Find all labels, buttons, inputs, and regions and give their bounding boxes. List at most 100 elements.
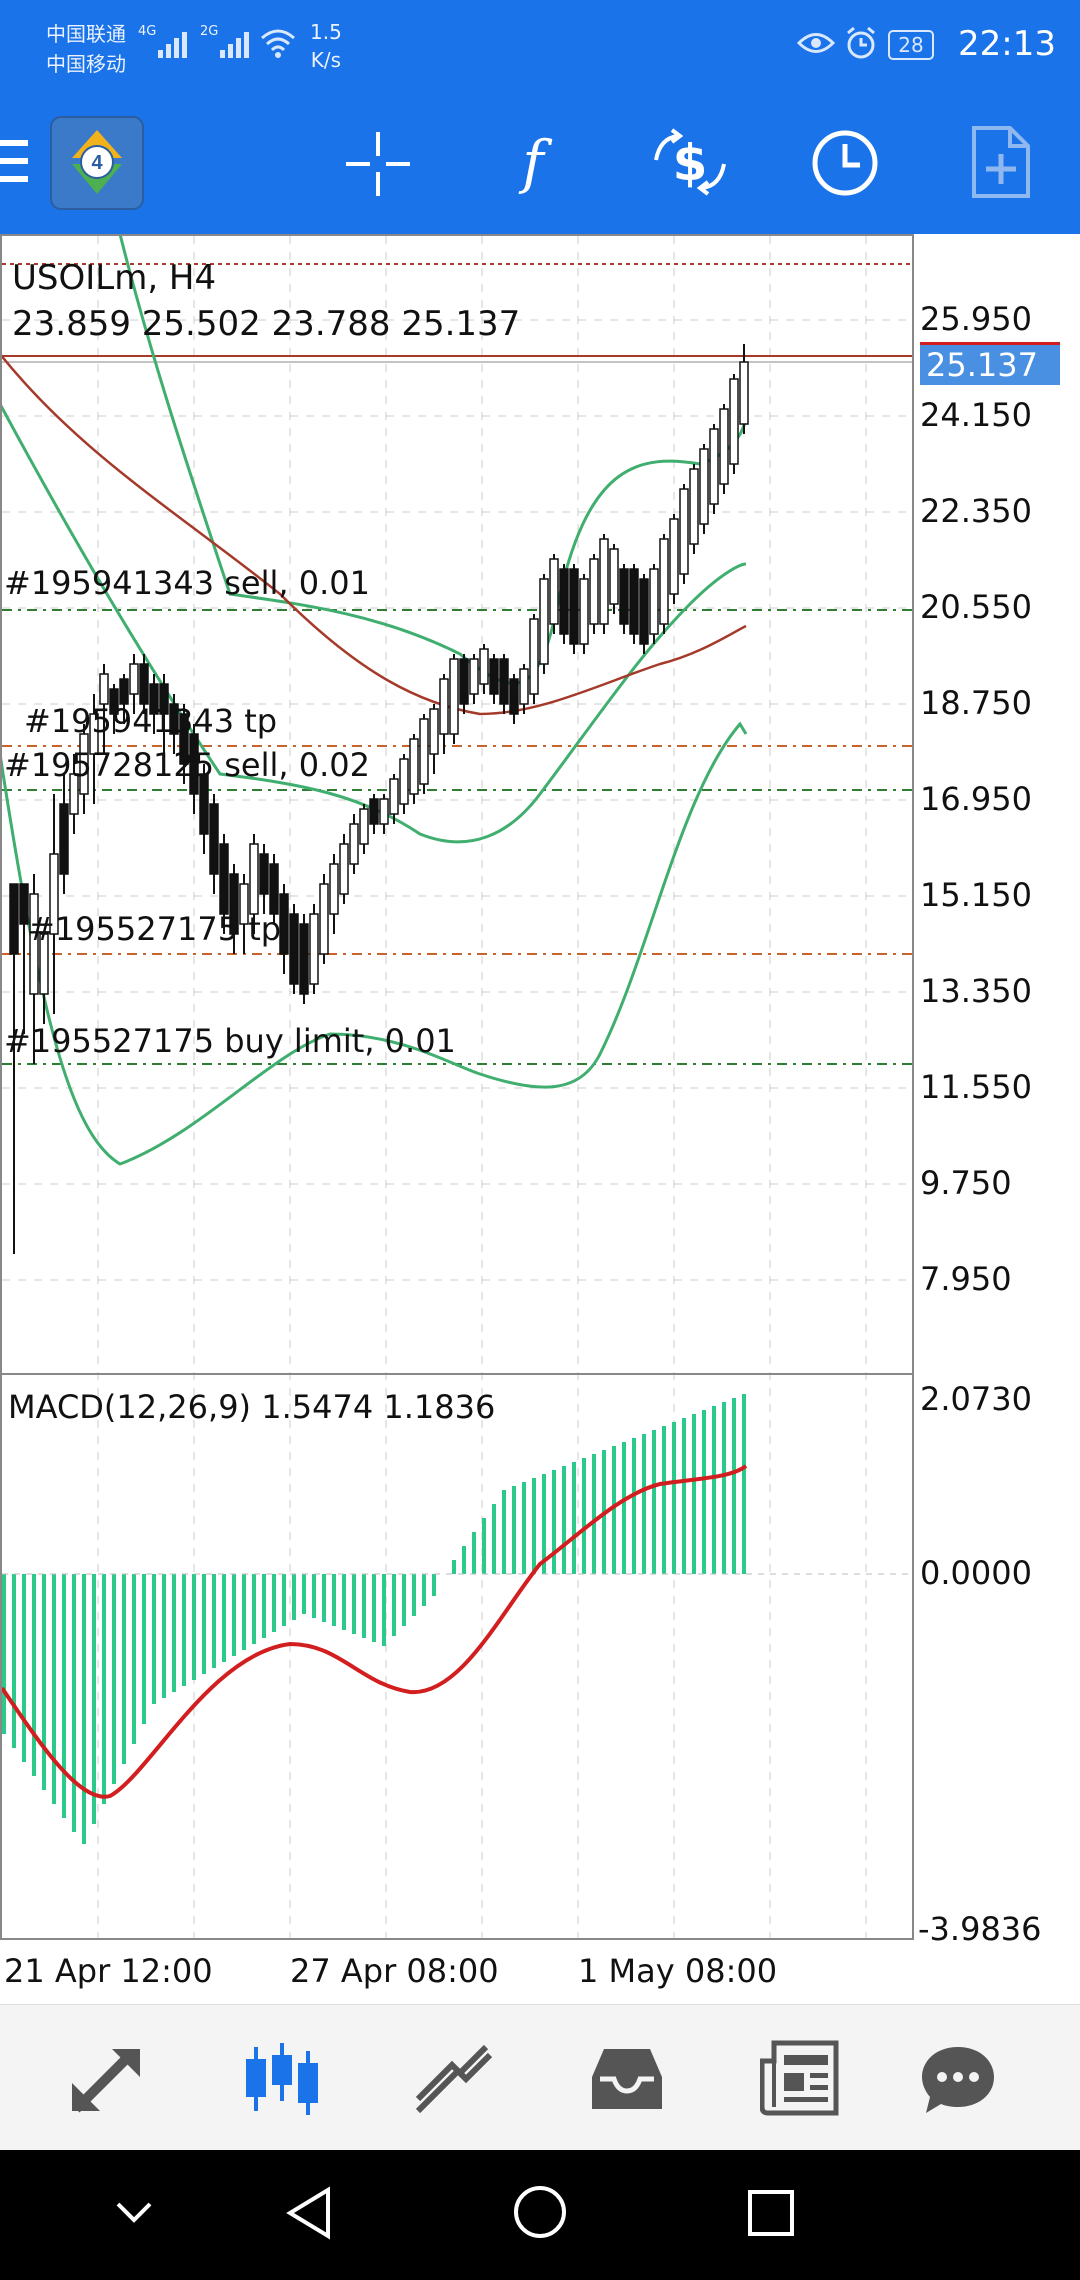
order-label-tp-195527175[interactable]: #195527175 tp [28, 910, 282, 948]
candle-body [339, 843, 349, 895]
add-object-icon[interactable] [970, 124, 1032, 200]
messages-icon[interactable] [920, 2043, 996, 2115]
system-navigation [0, 2150, 1080, 2280]
macd-label: MACD(12,26,9) 1.5474 1.1836 [8, 1388, 496, 1426]
candle-body [539, 578, 549, 665]
news-icon[interactable] [760, 2039, 840, 2117]
candle-body [19, 883, 29, 925]
candle-body [529, 618, 539, 695]
trade-icon[interactable]: $ [650, 126, 730, 198]
menu-icon[interactable] [0, 138, 30, 184]
candle-body [559, 568, 569, 635]
indicators-icon[interactable]: f [508, 126, 558, 198]
price-label: 9.750 [920, 1164, 1012, 1202]
candle-body [729, 378, 739, 465]
order-label-tp-195941343[interactable]: #195941343 tp [24, 702, 278, 740]
candle-body [319, 883, 329, 955]
candle-body [489, 658, 499, 695]
candle-body [89, 713, 99, 755]
back-icon[interactable] [284, 2186, 334, 2240]
carrier-1: 中国联通 [46, 22, 126, 46]
chart-area[interactable]: USOILm, H4 23.859 25.502 23.788 25.137 #… [0, 233, 1080, 2004]
candle-body [719, 408, 729, 485]
candle-body [649, 568, 659, 635]
candle-body [449, 658, 459, 735]
price-label: 20.550 [920, 588, 1032, 626]
price-label: 15.150 [920, 876, 1032, 914]
price-label: 22.350 [920, 492, 1032, 530]
order-label-sell-195941343[interactable]: #195941343 sell, 0.01 [4, 564, 370, 602]
price-label: 25.950 [920, 300, 1032, 338]
wifi-icon [261, 29, 295, 58]
carrier-2: 中国移动 [46, 52, 126, 76]
net-speed: 1.5 K/s [310, 18, 342, 74]
candle-body [69, 773, 79, 815]
price-label: 11.550 [920, 1068, 1032, 1106]
candle-body [9, 883, 19, 955]
chart-canvas[interactable] [0, 233, 1080, 2004]
candle-body [669, 518, 679, 595]
recents-icon[interactable] [746, 2188, 796, 2238]
candle-body [469, 658, 479, 695]
candle-body [269, 863, 279, 915]
candle-body [29, 893, 39, 995]
chart-border [0, 234, 914, 1940]
net-speed-value: 1.5 [310, 20, 342, 44]
candle-body [509, 678, 519, 715]
candle-body [689, 468, 699, 545]
home-icon[interactable] [512, 2184, 568, 2240]
crosshair-icon[interactable] [344, 130, 412, 198]
order-label-sell-195728125[interactable]: #195728125 sell, 0.02 [4, 746, 370, 784]
candle-body [199, 773, 209, 835]
candle-body [279, 893, 289, 955]
metatrader-logo[interactable]: 4 [50, 116, 144, 210]
candle-body [739, 361, 749, 425]
candle-body [589, 558, 599, 625]
current-price-tag: 25.137 [920, 342, 1060, 385]
candle-body [159, 683, 169, 715]
price-label: 13.350 [920, 972, 1032, 1010]
history-icon[interactable] [588, 2043, 666, 2113]
candle-body [659, 538, 669, 625]
collapse-icon[interactable] [114, 2200, 154, 2226]
symbol-timeframe: USOILm, H4 [12, 258, 217, 298]
candle-body [359, 808, 369, 845]
candle-body [389, 778, 399, 815]
chart-icon[interactable] [242, 2041, 322, 2117]
candle-body [149, 683, 159, 715]
candle-body [429, 708, 439, 755]
status-bar: 中国联通 中国移动 4G 2G 1.5 K/s 28 22:13 [0, 0, 1080, 96]
timeframe-icon[interactable] [810, 128, 880, 198]
eye-icon [796, 33, 836, 53]
price-label: 16.950 [920, 780, 1032, 818]
candle-body [329, 863, 339, 915]
macd-signal-line [0, 1464, 748, 1799]
candle-body [109, 688, 119, 715]
candle-body [349, 823, 359, 865]
order-label-buylimit-195527175[interactable]: #195527175 buy limit, 0.01 [4, 1022, 456, 1060]
candle-body [39, 933, 49, 995]
time-label: 27 Apr 08:00 [290, 1952, 499, 1990]
quotes-icon[interactable] [70, 2045, 146, 2115]
candle-body [129, 663, 139, 695]
candle-body [379, 798, 389, 825]
alarm-icon [847, 26, 875, 59]
candle-body [699, 448, 709, 525]
candle-body [49, 853, 59, 935]
candle-body [139, 663, 149, 705]
candle-body [599, 538, 609, 625]
signal-icon [158, 32, 187, 58]
battery-icon: 28 [888, 30, 934, 60]
candle-body [519, 668, 529, 705]
candle-body [189, 733, 199, 795]
candle-body [409, 738, 419, 795]
candle-body [549, 558, 559, 625]
candle-body [309, 913, 319, 985]
trade-icon[interactable] [414, 2043, 494, 2115]
candle-body [119, 678, 129, 705]
ohlc-values: 23.859 25.502 23.788 25.137 [12, 304, 521, 344]
svg-text:$: $ [673, 134, 708, 192]
bottom-nav [0, 2004, 1080, 2151]
toolbar: 4 f $ [0, 96, 1080, 234]
candle-body [459, 658, 469, 705]
